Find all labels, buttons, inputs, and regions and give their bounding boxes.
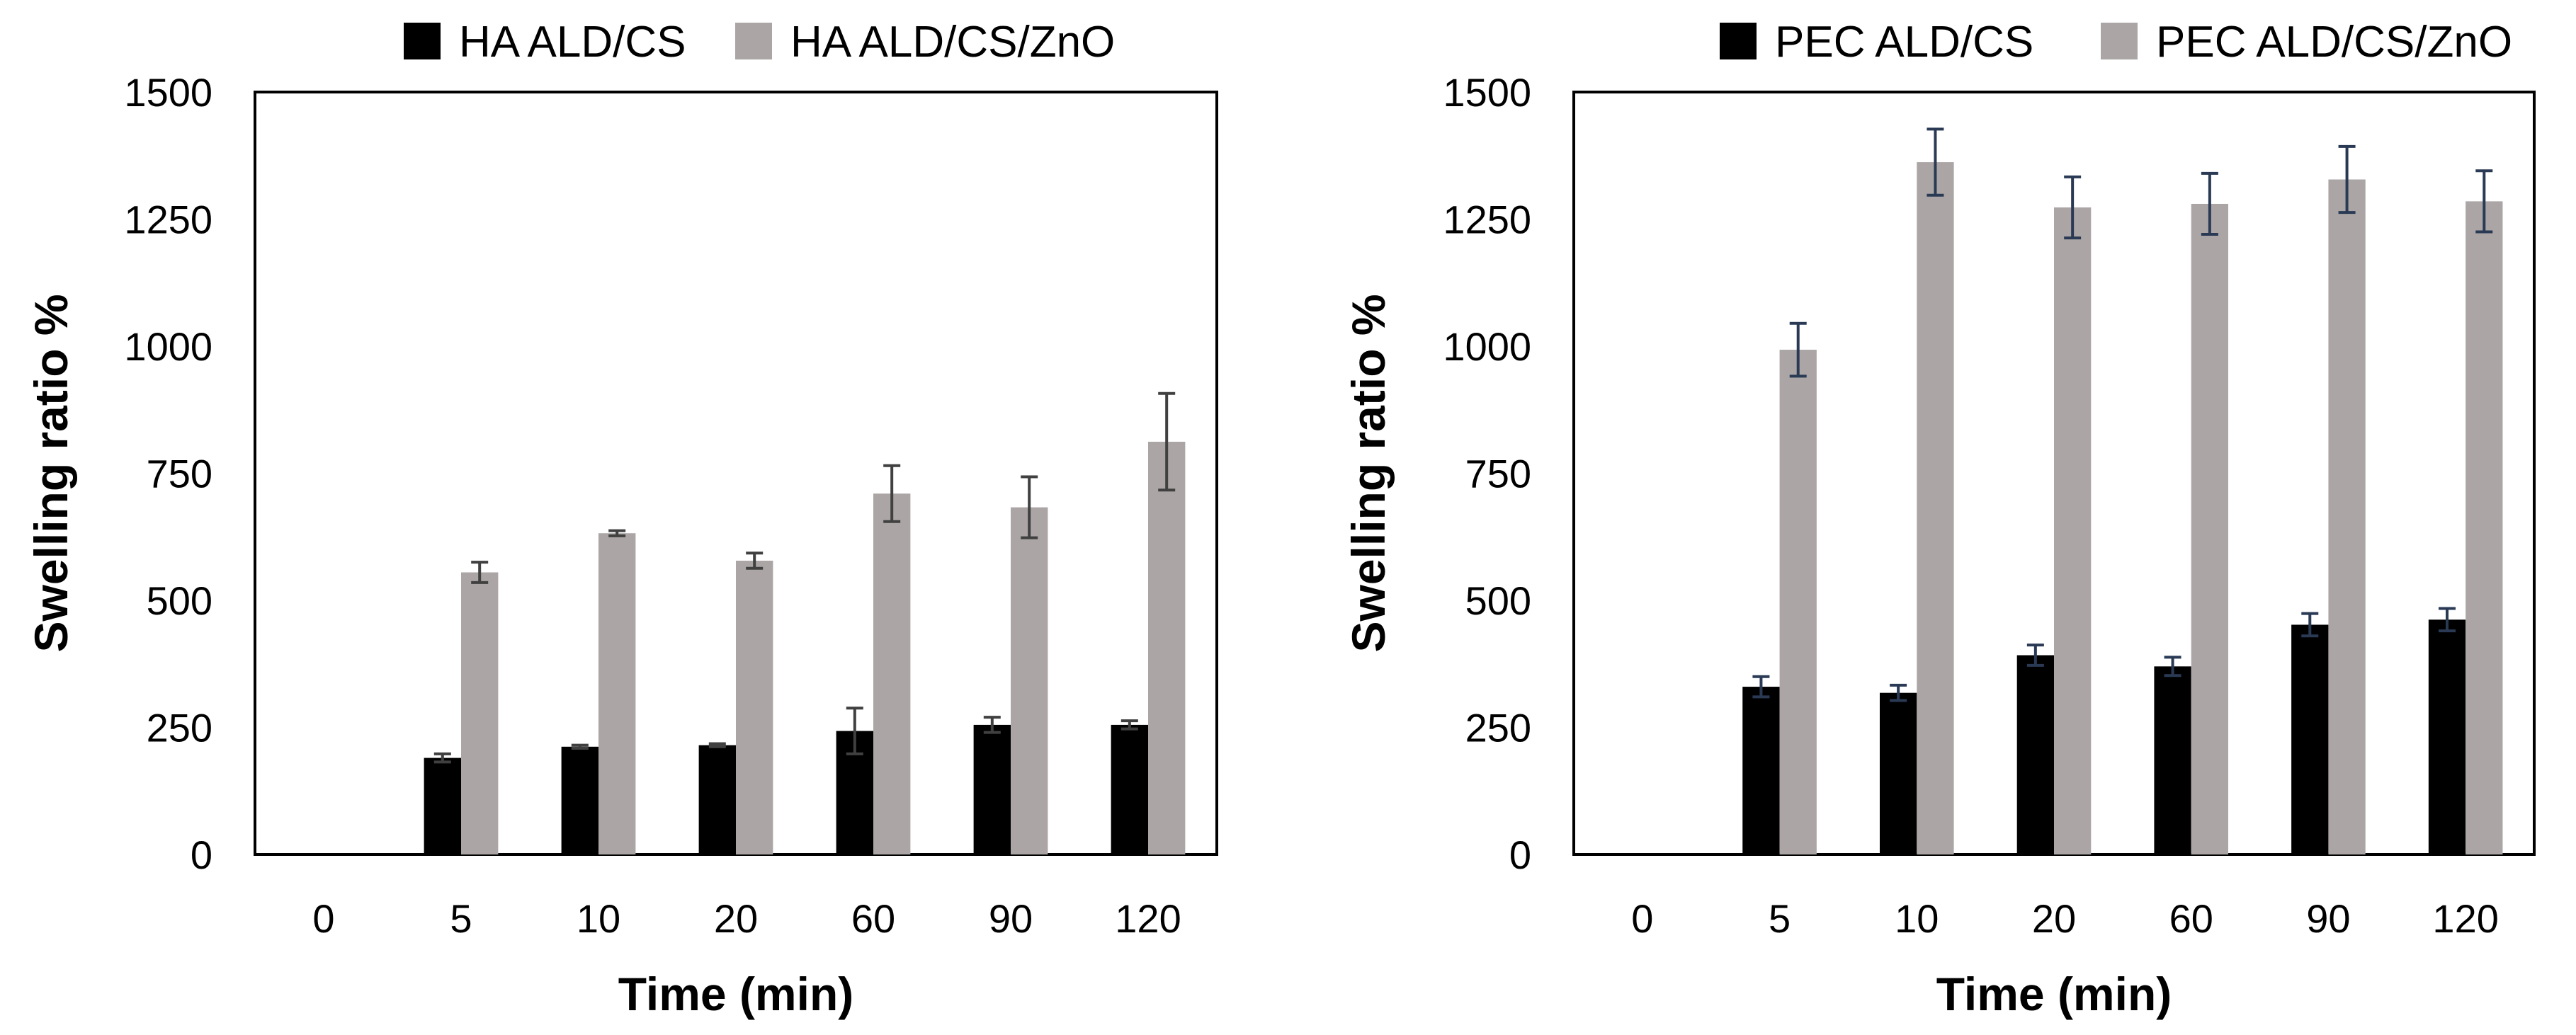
bar-series-2 — [873, 493, 911, 854]
bar-series-1 — [1742, 687, 1780, 854]
legend-label-series-1: PEC ALD/CS — [1775, 18, 2033, 67]
x-tick-label: 10 — [577, 896, 620, 941]
y-tick-label: 1000 — [1443, 324, 1531, 369]
bar-series-2 — [461, 572, 499, 854]
chart-ha-swelling: 0 250 500 750 1000 1250 1500 0 5 10 20 60 90 120 Time … — [25, 18, 1218, 1020]
bar-series-1 — [2154, 666, 2191, 854]
bar-series-2 — [1011, 507, 1048, 854]
y-tick-label: 250 — [147, 706, 212, 750]
y-tick-label: 1250 — [124, 198, 212, 242]
x-tick-label: 5 — [450, 896, 472, 941]
y-axis-label: Swelling ratio % — [1342, 294, 1395, 652]
bar-series-2 — [1917, 162, 1954, 855]
y-tick-label: 0 — [191, 833, 212, 877]
legend: PEC ALD/CS PEC ALD/CS/ZnO — [1720, 18, 2512, 67]
bar-series-2 — [2191, 203, 2229, 855]
y-tick-label: 500 — [147, 578, 212, 623]
x-tick-label: 60 — [851, 896, 895, 941]
y-tick-label: 500 — [1465, 578, 1531, 623]
x-tick-label: 120 — [2432, 896, 2498, 941]
bar-series-2 — [2054, 207, 2092, 855]
legend: HA ALD/CS HA ALD/CS/ZnO — [404, 18, 1115, 67]
y-tick-label: 1250 — [1443, 198, 1531, 242]
bar-series-1 — [698, 745, 736, 854]
legend-swatch-series-1 — [1720, 23, 1757, 59]
y-tick-label: 1500 — [1443, 70, 1531, 115]
y-tick-label: 1000 — [124, 324, 212, 369]
y-tick-label: 0 — [1509, 833, 1531, 877]
y-tick-label: 750 — [1465, 452, 1531, 496]
x-tick-label: 120 — [1115, 896, 1181, 941]
bar-series-2 — [1148, 441, 1186, 854]
x-tick-label: 0 — [1631, 896, 1653, 941]
legend-label-series-2: HA ALD/CS/ZnO — [790, 18, 1115, 67]
bar-series-2 — [2466, 201, 2503, 854]
x-tick-label: 90 — [2306, 896, 2350, 941]
legend-label-series-1: HA ALD/CS — [459, 18, 686, 67]
y-tick-label: 1500 — [124, 70, 212, 115]
x-tick-label: 0 — [312, 896, 334, 941]
bar-series-1 — [2016, 655, 2054, 854]
bar-series-1 — [2291, 624, 2329, 854]
bar-series-1 — [1879, 692, 1917, 854]
legend-swatch-series-2 — [735, 23, 772, 59]
legend-swatch-series-1 — [404, 23, 441, 59]
bar-series-1 — [973, 724, 1011, 854]
bar-series-2 — [598, 533, 636, 854]
bar-series-1 — [561, 746, 598, 854]
bar-series-2 — [736, 560, 773, 854]
chart-pec-swelling: 0 250 500 750 1000 1250 1500 0 5 10 20 60 90 120 Time … — [1342, 18, 2536, 1020]
x-axis-label: Time (min) — [618, 968, 853, 1020]
y-axis-label: Swelling ratio % — [25, 294, 77, 652]
bar-series-2 — [1779, 350, 1817, 854]
x-tick-label: 90 — [989, 896, 1033, 941]
y-tick-label: 250 — [1465, 706, 1531, 750]
x-tick-label: 10 — [1895, 896, 1939, 941]
bar-series-1 — [2428, 619, 2466, 854]
x-tick-label: 20 — [714, 896, 758, 941]
x-axis-label: Time (min) — [1936, 968, 2172, 1020]
bar-series-2 — [2328, 179, 2366, 855]
bar-series-1 — [424, 757, 461, 854]
x-tick-label: 5 — [1769, 896, 1791, 941]
legend-swatch-series-2 — [2101, 23, 2138, 59]
legend-label-series-2: PEC ALD/CS/ZnO — [2156, 18, 2512, 67]
bar-series-1 — [1111, 724, 1148, 854]
x-tick-label: 20 — [2032, 896, 2076, 941]
y-tick-label: 750 — [147, 452, 212, 496]
x-tick-label: 60 — [2169, 896, 2213, 941]
